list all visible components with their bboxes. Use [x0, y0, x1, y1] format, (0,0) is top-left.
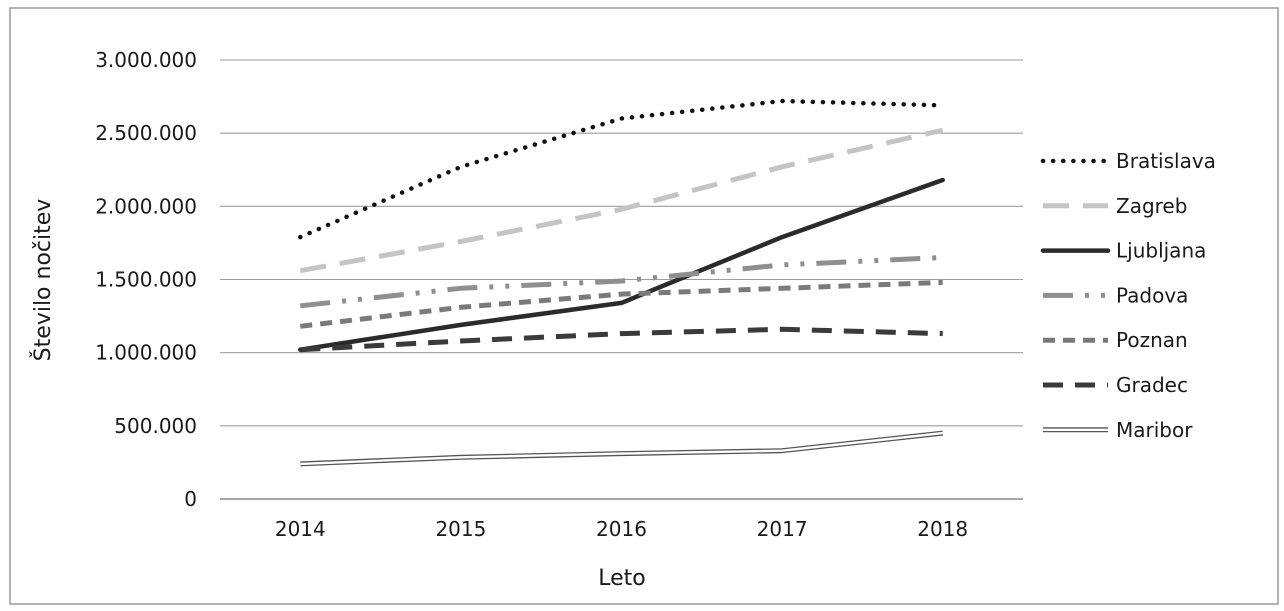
y-tick-label: 500.000 [114, 414, 197, 438]
x-axis-ticks: 2014 2015 2016 2017 2018 [275, 517, 968, 541]
y-tick-label: 1.500.000 [95, 268, 197, 292]
y-tick-label: 0 [184, 487, 197, 511]
series-line-ljubljana [298, 177, 945, 352]
legend-label-ljubljana: Ljubljana [1116, 239, 1206, 263]
y-tick-label: 2.500.000 [95, 121, 197, 145]
legend: Bratislava Zagreb Ljubljana Padova Poznan Gra… [1040, 149, 1216, 442]
series-line-gradec [300, 326, 943, 353]
x-axis-title: Leto [598, 566, 646, 591]
legend-label-bratislava: Bratislava [1116, 149, 1216, 173]
legend-label-zagreb: Zagreb [1116, 194, 1187, 218]
series-line-bratislava [298, 98, 945, 240]
y-tick-label: 2.000.000 [95, 194, 197, 218]
series-line-zagreb [299, 127, 944, 274]
chart-border [9, 7, 1279, 605]
x-tick-label: 2015 [435, 517, 486, 541]
gridlines [220, 59, 1023, 500]
legend-label-padova: Padova [1116, 283, 1188, 307]
y-axis-title: Število nočitev [30, 199, 56, 362]
legend-label-gradec: Gradec [1116, 373, 1188, 397]
series-line-poznan [300, 279, 943, 329]
y-tick-label: 1.000.000 [95, 341, 197, 365]
legend-label-maribor: Maribor [1116, 418, 1193, 442]
x-tick-label: 2014 [275, 517, 326, 541]
series-line-padova [300, 255, 943, 309]
series-line-maribor-inner [300, 431, 943, 466]
y-axis-ticks: 0 500.000 1.000.000 1.500.000 2.000.000 2.500… [95, 48, 197, 511]
y-tick-label: 3.000.000 [95, 48, 197, 72]
legend-label-poznan: Poznan [1116, 328, 1188, 352]
series-lines [298, 98, 945, 467]
x-tick-label: 2017 [757, 517, 808, 541]
x-tick-label: 2018 [917, 517, 968, 541]
x-tick-label: 2016 [596, 517, 647, 541]
